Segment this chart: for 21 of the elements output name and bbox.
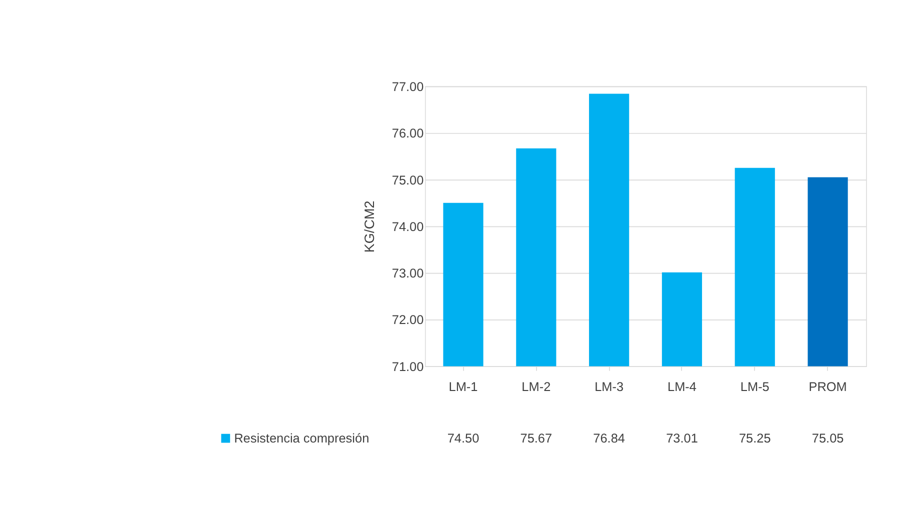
y-tick-label: 76.00 bbox=[392, 126, 424, 141]
x-tick-label: LM-4 bbox=[667, 379, 696, 394]
legend-label: Resistencia compresión bbox=[234, 430, 370, 446]
data-label: 75.67 bbox=[520, 430, 552, 446]
data-label: 74.50 bbox=[447, 430, 480, 446]
y-axis-title: KG/CM2 bbox=[362, 200, 378, 253]
x-tick-label: PROM bbox=[808, 379, 847, 394]
x-tick-label: LM-5 bbox=[740, 379, 770, 394]
y-tick-label: 73.00 bbox=[392, 266, 424, 281]
data-label: 73.01 bbox=[666, 430, 698, 446]
y-tick-label: 71.00 bbox=[392, 358, 424, 374]
data-label: 75.25 bbox=[738, 430, 771, 446]
y-tick-label: 77.00 bbox=[392, 78, 424, 94]
y-tick-label: 72.00 bbox=[392, 312, 424, 328]
x-tick-label: LM-3 bbox=[594, 379, 624, 394]
x-tick-label: LM-1 bbox=[448, 379, 478, 394]
data-label: 75.05 bbox=[812, 430, 844, 446]
y-tick-label: 75.00 bbox=[392, 172, 424, 188]
data-label: 76.84 bbox=[593, 430, 625, 446]
y-tick-label: 74.00 bbox=[392, 218, 424, 234]
x-tick-label: LM-2 bbox=[522, 379, 551, 394]
